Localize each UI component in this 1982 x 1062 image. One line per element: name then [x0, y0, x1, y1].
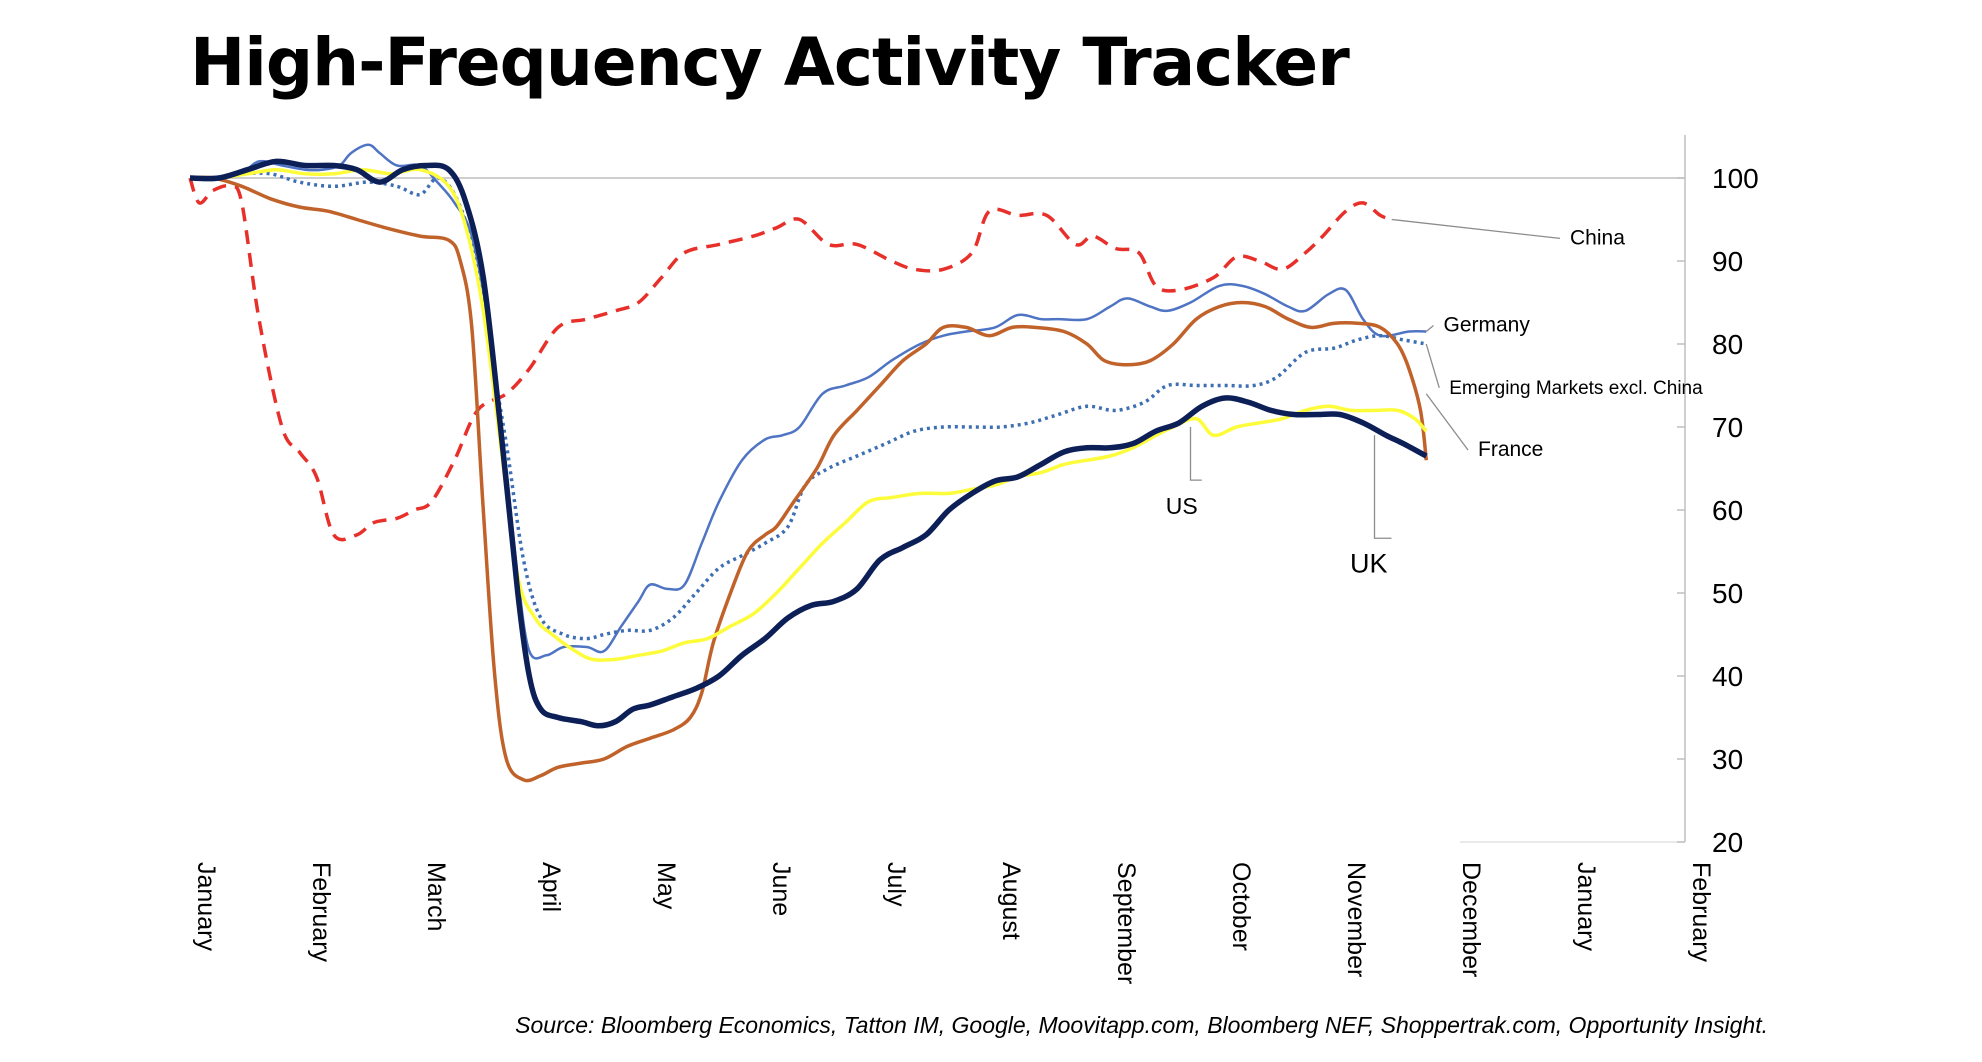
series-line-germany: [190, 143, 1427, 660]
x-tick-label-11: December: [1457, 862, 1485, 977]
annotation-germany: Germany: [1444, 314, 1531, 337]
annotation-layer: China Germany Emerging Markets excl. China…: [1166, 218, 1703, 578]
series-line-uk: [189, 158, 1428, 729]
x-tick-label-12: January: [1572, 862, 1600, 951]
series-line-us: [189, 167, 1428, 662]
annotation-china: China: [1570, 226, 1625, 249]
annotation-emerging-markets-excl-china: Emerging Markets excl. China: [1449, 378, 1703, 399]
source-note: Source: Bloomberg Economics, Tatton IM, …: [515, 1012, 1768, 1038]
x-tick-label-1: February: [307, 862, 335, 963]
x-tick-label-9: October: [1227, 862, 1255, 951]
x-tick-label-8: September: [1112, 862, 1140, 984]
x-tick-label-10: November: [1342, 862, 1370, 977]
series-layer: [188, 143, 1429, 783]
y-tick-label-50: 50: [1712, 578, 1743, 609]
y-tick-label-30: 30: [1712, 744, 1743, 775]
axis-layer: [1460, 135, 1686, 843]
x-tick-label-6: July: [882, 862, 910, 907]
x-tick-label-3: April: [537, 862, 565, 912]
leader-line-5: [1373, 435, 1392, 539]
y-tick-label-80: 80: [1712, 329, 1743, 360]
leader-line-3: [1425, 393, 1469, 451]
x-tick-labels: January February March April May June July Augu…: [192, 862, 1715, 984]
y-tick-label-100: 100: [1712, 163, 1759, 194]
leader-line-1: [1425, 325, 1434, 333]
x-tick-label-13: February: [1687, 862, 1715, 963]
y-tick-label-60: 60: [1712, 495, 1743, 526]
leader-line-2: [1425, 343, 1440, 388]
leader-line-0: [1391, 218, 1561, 240]
y-tick-label-40: 40: [1712, 661, 1743, 692]
series-line-china: [188, 177, 1393, 542]
y-tick-labels: 20 30 40 50 60 70 80 90 100: [1712, 163, 1759, 858]
chart-title: High-Frequency Activity Tracker: [190, 24, 1350, 101]
x-tick-label-2: March: [422, 862, 450, 931]
leader-line-4: [1189, 427, 1202, 481]
x-tick-label-0: January: [192, 862, 220, 951]
x-tick-label-7: August: [997, 862, 1025, 940]
y-tick-label-20: 20: [1712, 827, 1743, 858]
x-tick-label-4: May: [652, 862, 680, 910]
annotation-uk: UK: [1350, 548, 1388, 578]
annotation-france: France: [1478, 438, 1543, 461]
y-tick-label-90: 90: [1712, 246, 1743, 277]
y-tick-label-70: 70: [1712, 412, 1743, 443]
annotation-us: US: [1166, 493, 1198, 519]
x-tick-label-5: June: [767, 862, 795, 916]
series-line-france: [189, 175, 1429, 783]
series-line-emerging-markets-excl-china: [189, 171, 1427, 641]
